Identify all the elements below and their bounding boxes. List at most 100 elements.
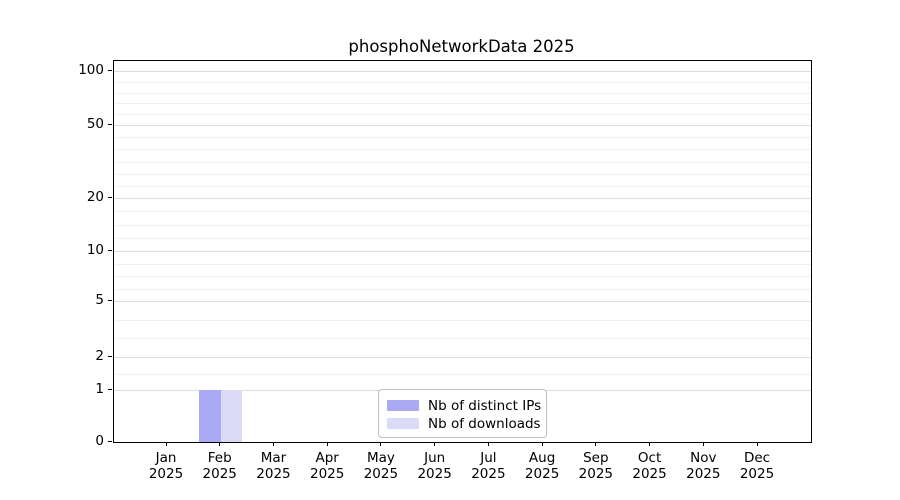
x-tick-year: 2025 — [739, 466, 775, 482]
x-tick-year: 2025 — [310, 466, 345, 482]
y-tick-label: 100 — [78, 62, 104, 78]
gridline-minor — [114, 374, 811, 375]
x-tick-year: 2025 — [471, 466, 506, 482]
x-tick-mark — [165, 442, 167, 446]
x-tick-mark — [649, 442, 651, 446]
y-tick-label: 20 — [86, 189, 104, 205]
x-tick-month: Aug — [528, 450, 556, 466]
y-tick-mark — [108, 70, 112, 71]
x-tick-mark — [434, 442, 436, 446]
x-tick-label: Nov 2025 — [671, 450, 735, 482]
x-tick-year: 2025 — [686, 466, 721, 482]
x-tick-month: Oct — [637, 450, 662, 466]
gridline-minor — [114, 162, 811, 163]
y-tick-mark — [108, 197, 112, 198]
x-tick-mark — [541, 442, 543, 446]
gridline-minor — [114, 103, 811, 104]
gridline-minor — [114, 320, 811, 321]
legend-label: Nb of downloads — [428, 415, 541, 432]
legend-swatch-distinct-ips — [387, 400, 419, 411]
x-tick-mark — [326, 442, 328, 446]
x-tick-year: 2025 — [524, 466, 560, 482]
x-tick-mark — [380, 442, 382, 446]
x-tick-label: Oct 2025 — [618, 450, 682, 482]
bar-distinct-ips — [199, 390, 221, 442]
y-tick-mark — [108, 300, 112, 301]
x-tick-month: Mar — [260, 450, 287, 466]
x-tick-year: 2025 — [256, 466, 291, 482]
gridline-minor — [114, 82, 811, 83]
gridline-major — [114, 125, 811, 126]
gridline-major — [114, 251, 811, 252]
x-tick-month: May — [366, 450, 395, 466]
x-tick-month: Jan — [155, 450, 177, 466]
x-tick-month: Dec — [743, 450, 771, 466]
x-tick-mark — [219, 442, 221, 446]
x-tick-year: 2025 — [148, 466, 184, 482]
x-tick-year: 2025 — [417, 466, 452, 482]
x-tick-month: Jun — [424, 450, 446, 466]
x-tick-month: Nov — [690, 450, 717, 466]
legend: Nb of distinct IPs Nb of downloads — [378, 389, 547, 438]
gridline-minor — [114, 225, 811, 226]
y-tick-label: 50 — [86, 116, 104, 132]
x-tick-label: Jul 2025 — [456, 450, 520, 482]
gridline-minor — [114, 149, 811, 150]
y-tick-mark — [108, 356, 112, 357]
x-tick-label: Mar 2025 — [241, 450, 305, 482]
gridline-minor — [114, 93, 811, 94]
x-tick-label: Jun 2025 — [403, 450, 467, 482]
gridline-minor — [114, 264, 811, 265]
gridline-minor — [114, 186, 811, 187]
legend-row: Nb of downloads — [387, 415, 541, 432]
x-tick-month: Sep — [583, 450, 609, 466]
x-tick-mark — [702, 442, 704, 446]
y-tick-label: 5 — [95, 292, 104, 308]
x-tick-label: Sep 2025 — [564, 450, 628, 482]
gridline-minor — [114, 137, 811, 138]
y-tick-label: 0 — [95, 433, 104, 449]
chart-title: phosphoNetworkData 2025 — [348, 37, 575, 56]
gridline-minor — [114, 338, 811, 339]
x-tick-month: Jul — [480, 450, 497, 466]
gridline-minor — [114, 238, 811, 239]
x-tick-year: 2025 — [202, 466, 237, 482]
x-tick-month: Apr — [315, 450, 339, 466]
legend-row: Nb of distinct IPs — [387, 397, 542, 414]
legend-label: Nb of distinct IPs — [428, 397, 542, 414]
x-tick-mark — [756, 442, 758, 446]
legend-swatch-downloads — [387, 418, 419, 429]
y-tick-label: 10 — [86, 242, 104, 258]
x-tick-label: Aug 2025 — [510, 450, 574, 482]
gridline-major — [114, 357, 811, 358]
y-tick-mark — [108, 250, 112, 251]
y-tick-label: 2 — [95, 348, 104, 364]
gridline-major — [114, 198, 811, 199]
y-tick-label: 1 — [95, 381, 104, 397]
gridline-minor — [114, 174, 811, 175]
gridline-major — [114, 71, 811, 72]
x-tick-year: 2025 — [363, 466, 399, 482]
x-tick-year: 2025 — [578, 466, 613, 482]
y-tick-mark — [108, 441, 112, 442]
x-tick-mark — [272, 442, 274, 446]
x-tick-label: May 2025 — [349, 450, 413, 482]
y-tick-mark — [108, 389, 112, 390]
x-tick-mark — [487, 442, 489, 446]
x-tick-label: Jan 2025 — [134, 450, 198, 482]
gridline-minor — [114, 289, 811, 290]
plot-area — [113, 60, 812, 443]
x-tick-year: 2025 — [632, 466, 667, 482]
gridline-minor — [114, 211, 811, 212]
y-tick-mark — [108, 124, 112, 125]
x-tick-month: Feb — [207, 450, 232, 466]
x-tick-label: Apr 2025 — [295, 450, 359, 482]
x-tick-label: Dec 2025 — [725, 450, 789, 482]
gridline-minor — [114, 276, 811, 277]
x-tick-mark — [595, 442, 597, 446]
gridline-minor — [114, 114, 811, 115]
gridline-major — [114, 301, 811, 302]
bar-downloads — [220, 390, 243, 442]
x-tick-label: Feb 2025 — [188, 450, 252, 482]
